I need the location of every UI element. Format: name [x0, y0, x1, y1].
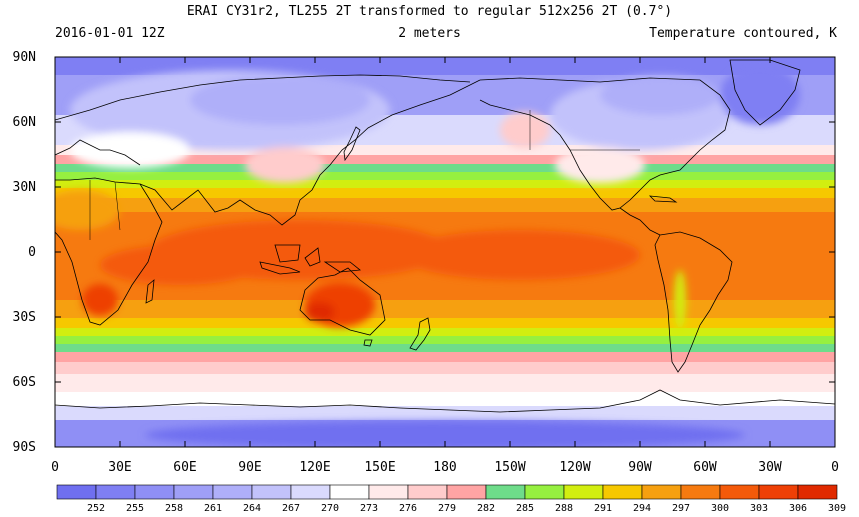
colorbar-label: 297 — [672, 503, 690, 514]
colorbar-swatch — [290, 484, 331, 500]
lat-label: 0 — [28, 245, 36, 260]
colorbar-label: 309 — [828, 503, 846, 514]
colorbar-swatch — [758, 484, 799, 500]
colorbar-label: 276 — [399, 503, 417, 514]
latitude-axis: 90N 60N 30N 0 30S 60S 90S — [13, 50, 835, 455]
lon-label: 60E — [173, 460, 196, 475]
colorbar-label: 258 — [165, 503, 183, 514]
colorbar-swatch — [212, 484, 253, 500]
field-label: Temperature contoured, K — [649, 26, 837, 41]
lat-label: 60N — [13, 115, 36, 130]
colorbar-swatch — [251, 484, 292, 500]
lon-label: 30E — [108, 460, 131, 475]
colorbar-label: 291 — [594, 503, 612, 514]
colorbar-label: 294 — [633, 503, 651, 514]
colorbar-label: 300 — [711, 503, 729, 514]
lon-label: 90E — [238, 460, 261, 475]
colorbar-swatch — [329, 484, 370, 500]
colorbar-swatch — [173, 484, 214, 500]
colorbar-label: 288 — [555, 503, 573, 514]
map-title: ERAI CY31r2, TL255 2T transformed to reg… — [186, 4, 673, 19]
colorbar-swatch — [95, 484, 136, 500]
colorbar-swatch — [407, 484, 448, 500]
temperature-field — [55, 57, 835, 447]
lat-label: 90S — [13, 440, 36, 455]
colorbar-swatch — [524, 484, 565, 500]
lat-label: 30N — [13, 180, 36, 195]
colorbar-swatch — [446, 484, 487, 500]
colorbar-swatch — [134, 484, 175, 500]
colorbar-swatch — [641, 484, 682, 500]
colorbar-swatch — [368, 484, 409, 500]
colorbar-label: 279 — [438, 503, 456, 514]
lat-label: 60S — [13, 375, 36, 390]
colorbar-label: 303 — [750, 503, 768, 514]
colorbar-label: 285 — [516, 503, 534, 514]
coastlines — [55, 59, 835, 413]
colorbar-label: 270 — [321, 503, 339, 514]
lon-label: 0 — [51, 460, 59, 475]
lon-label: 0 — [831, 460, 839, 475]
colorbar-swatch — [797, 484, 838, 500]
colorbar-label: 282 — [477, 503, 495, 514]
lat-label: 30S — [13, 310, 36, 325]
colorbar-swatch — [719, 484, 760, 500]
lon-label: 60W — [693, 460, 717, 475]
colorbar-label: 255 — [126, 503, 144, 514]
colorbar-swatch — [602, 484, 643, 500]
colorbar-label: 273 — [360, 503, 378, 514]
colorbar-label: 264 — [243, 503, 261, 514]
lon-label: 150W — [494, 460, 525, 475]
lon-label: 30W — [758, 460, 782, 475]
lon-label: 180 — [433, 460, 456, 475]
level-label: 2 meters — [398, 26, 461, 41]
lon-label: 90W — [628, 460, 652, 475]
colorbar-label: 306 — [789, 503, 807, 514]
colorbar: 252 255 258 261 264 267 270 273 276 279 282 285 288 2… — [56, 484, 846, 514]
colorbar-swatch — [563, 484, 604, 500]
colorbar-label: 252 — [87, 503, 105, 514]
lon-label: 120E — [299, 460, 330, 475]
longitude-axis: 0 30E 60E 90E 120E 150E 180 150W 120W 90W 60W 30W 0 — [51, 57, 839, 475]
lon-label: 150E — [364, 460, 395, 475]
colorbar-swatch — [680, 484, 721, 500]
lat-label: 90N — [13, 50, 36, 65]
colorbar-label: 267 — [282, 503, 300, 514]
valid-date: 2016-01-01 12Z — [55, 26, 165, 41]
lon-label: 120W — [559, 460, 590, 475]
colorbar-swatch — [485, 484, 526, 500]
colorbar-swatch — [56, 484, 97, 500]
colorbar-label: 261 — [204, 503, 222, 514]
